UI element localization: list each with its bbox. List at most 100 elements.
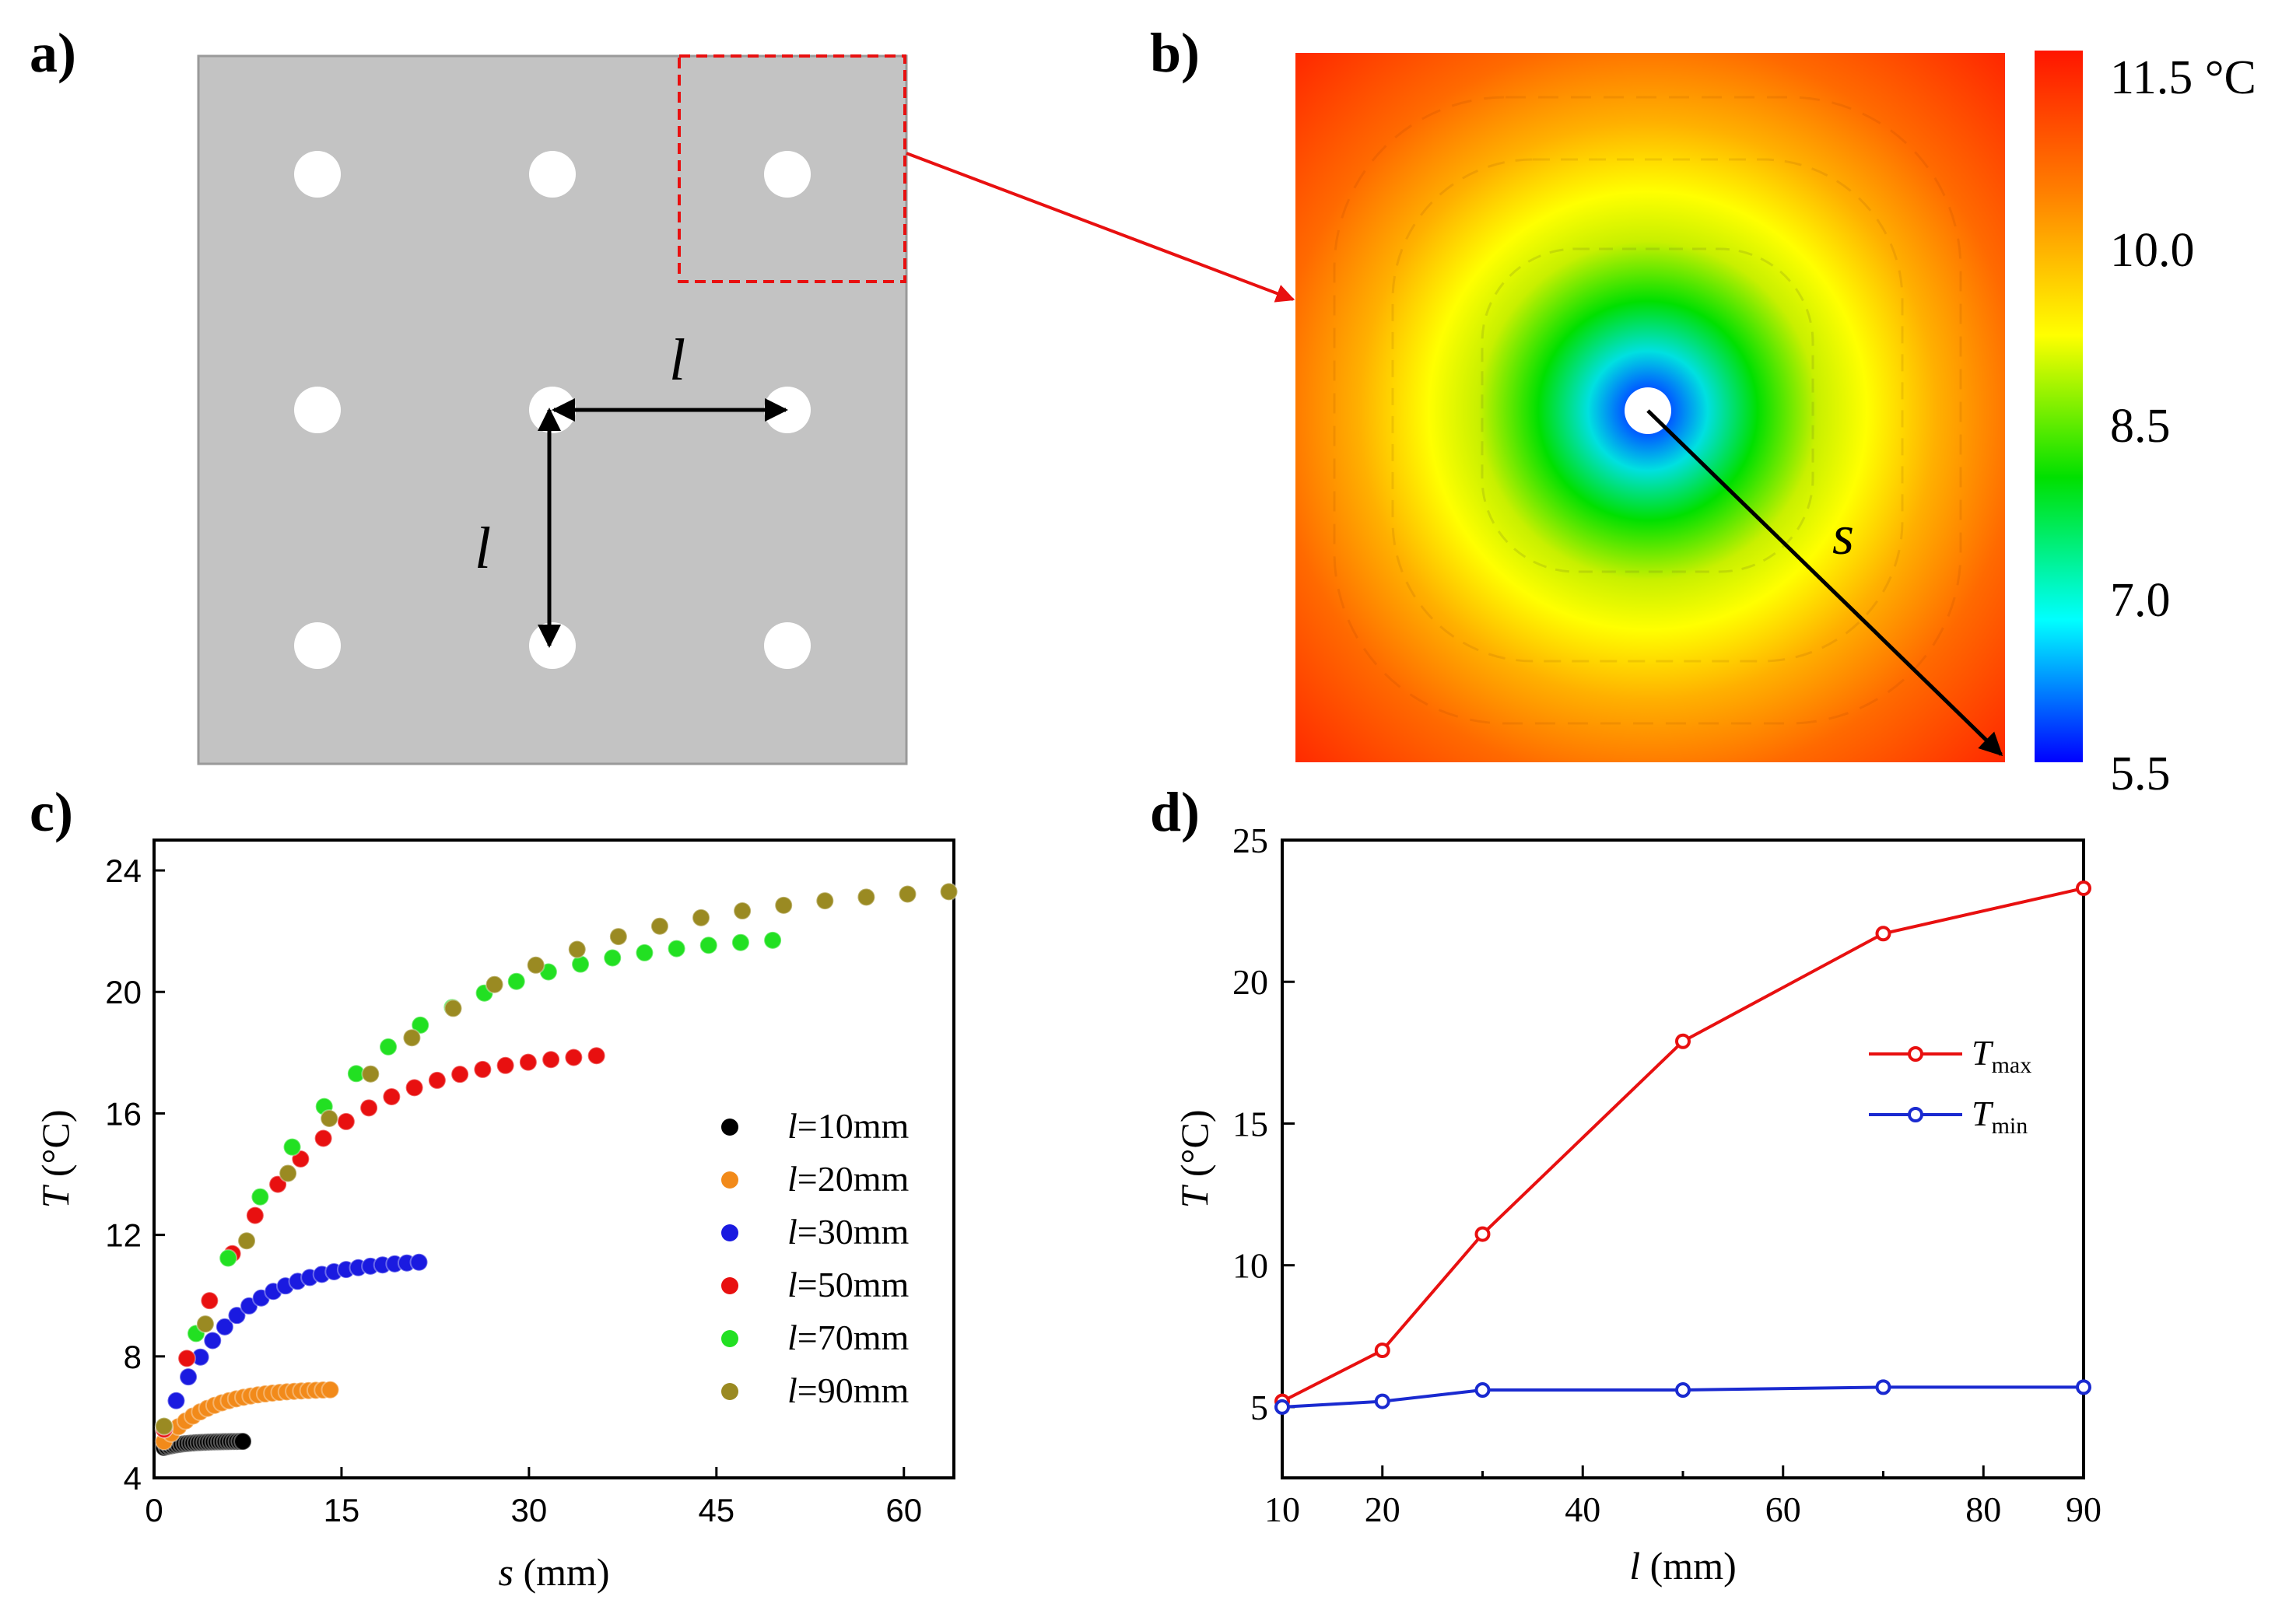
colorbar-tick: 10.0 [2110,224,2195,277]
data-point [359,1098,379,1118]
data-point [939,882,959,902]
data-point [409,1252,429,1272]
data-point [692,908,711,927]
y-tick-label: 10 [1232,1246,1268,1286]
legend-marker [721,1224,738,1241]
colorbar-tick: 7.0 [2110,574,2171,627]
legend-label: l=50mm [787,1265,910,1304]
panel-label-a: a) [30,22,76,84]
x-tick-label: 60 [1765,1490,1801,1529]
y-tick-label: 25 [1232,821,1268,860]
data-point [587,1046,606,1066]
data-point [336,1112,356,1131]
data-point [2076,1379,2091,1395]
data-point [179,1367,198,1387]
legend-label: l=10mm [787,1106,910,1146]
data-point [635,943,654,962]
data-point [240,1296,259,1315]
data-point [733,902,752,921]
data-point [507,972,526,991]
y-tick-label: 15 [1232,1104,1268,1143]
data-point [608,927,628,947]
hole [764,151,811,198]
contour-ring [1481,247,1814,573]
data-point [321,1380,340,1399]
data-point [603,948,622,968]
legend-marker [721,1277,738,1294]
data-point [405,1078,424,1098]
data-point [200,1291,219,1311]
legend-marker [1908,1107,1923,1122]
data-point [542,1050,561,1070]
spacing-label-horizontal: l [669,327,685,393]
data-point [898,884,917,904]
data-point [731,933,750,952]
colorbar-tick: 5.5 [2110,747,2171,800]
plot-frame [152,839,955,1479]
data-point [485,975,504,994]
distance-arrow [1646,409,2003,757]
legend-label: Tmax [1972,1033,2031,1078]
panel-label-b: b) [1150,22,1200,84]
data-point [650,916,669,936]
data-point [361,1064,380,1084]
data-point [774,895,794,915]
y-tick-label: 16 [105,1095,142,1132]
x-tick-label: 10 [1264,1490,1300,1529]
y-axis-label: T (°C) [1173,1110,1216,1209]
data-point [245,1206,265,1225]
hole [529,622,576,669]
y-axis-label: T (°C) [33,1110,77,1209]
data-point [203,1331,223,1350]
data-point [427,1070,447,1090]
data-point [177,1349,197,1368]
hole [294,387,341,433]
data-point [1675,1382,1691,1399]
data-point [233,1432,253,1451]
x-tick-label: 90 [2066,1490,2101,1529]
data-point [320,1108,339,1128]
data-point [227,1306,247,1325]
x-tick-label: 45 [698,1492,734,1528]
data-point [2076,880,2091,896]
data-point [1274,1399,1290,1415]
data-point [219,1248,238,1268]
x-tick-label: 40 [1565,1490,1600,1529]
data-point [314,1129,333,1148]
x-tick-label: 60 [885,1492,922,1528]
data-point [1474,1382,1491,1399]
zoom-region-box [678,54,906,283]
data-point [279,1164,298,1183]
zoom-arrow [906,152,1295,303]
data-point [411,1015,430,1035]
hole [529,151,576,198]
x-axis-label: s (mm) [498,1550,609,1594]
panel-a-plate-diagram: l l [197,54,908,765]
data-point [237,1231,257,1251]
data-point [268,1175,288,1194]
data-point [402,1028,422,1048]
axis-ticks: 10 20 40 60 80 90 5 10 15 20 25 [1232,821,2101,1529]
x-tick-label: 0 [145,1492,163,1528]
panel-d-line-chart: 10 20 40 60 80 90 5 10 15 20 25 Tmax Tmin l (mm) T … [1173,821,2101,1588]
data-point [450,1065,470,1084]
data-point [379,1037,398,1056]
data-point [1875,1379,1891,1395]
hole [294,622,341,669]
data-point [1675,1033,1691,1049]
data-lines [1274,880,2091,1415]
x-tick-label: 15 [324,1492,360,1528]
panel-b-temperature-map: s 11.5 °C 10.0 8.5 7.0 5.5 [1295,51,2256,800]
x-tick-label: 80 [1965,1490,2001,1529]
axis-ticks: 0 15 30 45 60 4 8 12 16 20 24 [105,853,922,1528]
data-points [154,882,959,1457]
data-point [1875,926,1891,942]
y-tick-label: 4 [124,1460,142,1497]
legend-label: l=30mm [787,1212,910,1252]
legend-marker [721,1171,738,1189]
legend-label: Tmin [1972,1094,2028,1139]
data-point [667,939,686,958]
colorbar [2035,51,2083,762]
